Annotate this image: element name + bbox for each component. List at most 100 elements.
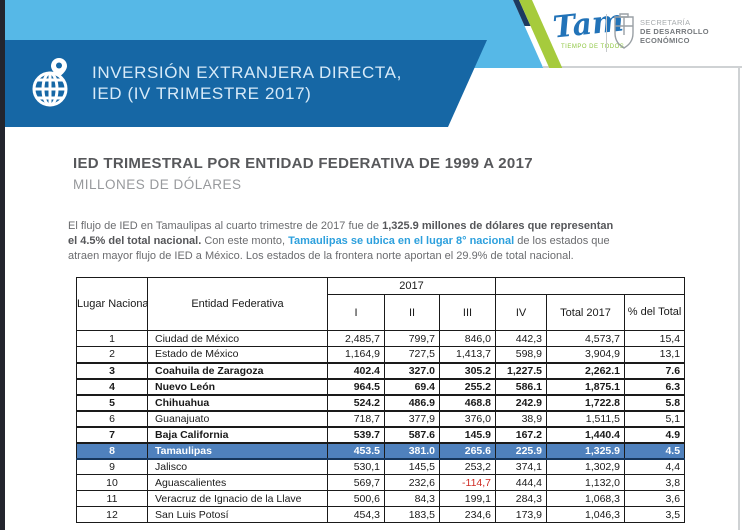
secretaria-label: SECRETARÍA DE DESARROLLO ECONÓMICO	[640, 18, 709, 45]
cell-q1: 500,6	[327, 490, 385, 507]
col-header-q2: II	[384, 294, 440, 331]
cell-q2: 727,5	[384, 346, 440, 363]
cell-pct: 5,1	[624, 410, 686, 427]
cell-lugar: 4	[76, 377, 148, 396]
table-row: 7 Baja California 539.7 587.6 145.9 167.2 1,44…	[76, 425, 686, 444]
cell-entidad: Baja California	[147, 425, 328, 444]
col-header-q4: IV	[495, 294, 548, 331]
title-banner: INVERSIÓN EXTRANJERA DIRECTA, IED (IV TR…	[5, 40, 487, 127]
logo-area: Tam TIEMPO DE TODOS SECRETARÍA DE DESARR…	[545, 3, 735, 60]
banner-title-line2: IED (IV TRIMESTRE 2017)	[92, 84, 312, 103]
cell-q2: 232,6	[384, 474, 440, 491]
cell-total: 1,511,5	[546, 410, 626, 427]
cell-q3: -114,7	[438, 474, 497, 491]
secretaria-line3: ECONÓMICO	[640, 36, 690, 45]
cell-q4: 242.9	[495, 393, 548, 412]
col-header-q1: I	[327, 294, 385, 331]
cell-q1: 964.5	[327, 377, 385, 396]
cell-total: 1,875.1	[546, 377, 626, 396]
cell-q2: 587.6	[384, 425, 440, 444]
cell-pct: 13,1	[624, 346, 686, 363]
cell-entidad: Nuevo León	[147, 377, 328, 396]
cell-lugar: 5	[76, 393, 148, 412]
intro-segment: el 4.5% del total nacional.	[68, 234, 202, 247]
page-subtitle: MILLONES DE DÓLARES	[73, 177, 242, 192]
cell-q4: 38,9	[495, 410, 548, 427]
cell-pct: 3,6	[624, 490, 686, 507]
tam-tagline: TIEMPO DE TODOS	[561, 44, 625, 50]
col-header-pct: % del Total	[624, 294, 686, 331]
banner-title: INVERSIÓN EXTRANJERA DIRECTA, IED (IV TR…	[92, 62, 402, 104]
ied-table: Lugar Nacional Entidad Federativa 2017 I…	[76, 277, 686, 523]
cell-total: 3,904,9	[546, 346, 626, 363]
secretaria-line2: DE DESARROLLO	[640, 27, 709, 36]
cell-q2: 327.0	[384, 361, 440, 380]
cell-lugar: 11	[76, 490, 148, 507]
col-header-blank	[495, 277, 686, 295]
cell-total: 2,262.1	[546, 361, 626, 380]
cell-q1: 569,7	[327, 474, 385, 491]
intro-segment: El flujo de IED en Tamaulipas al cuarto …	[68, 220, 383, 232]
cell-total: 4,573,7	[546, 330, 626, 347]
table-row: 9 Jalisco 530,1 145,5 253,2 374,1 1,302,9 4,4	[76, 458, 686, 475]
col-header-lugar: Lugar Nacional	[76, 277, 148, 331]
cell-entidad: Aguascalientes	[147, 474, 328, 491]
cell-entidad: Ciudad de México	[147, 330, 328, 347]
cell-q4: 598,9	[495, 346, 548, 363]
cell-q4: 586.1	[495, 377, 548, 396]
cell-lugar: 9	[76, 458, 148, 475]
cell-lugar: 1	[76, 330, 148, 347]
cell-q4: 1,227.5	[495, 361, 548, 380]
cell-total: 1,068,3	[546, 490, 626, 507]
cell-q1: 453.5	[327, 441, 385, 460]
cell-q1: 524.2	[327, 393, 385, 412]
cell-pct: 15,4	[624, 330, 686, 347]
col-header-entidad: Entidad Federativa	[147, 277, 328, 331]
cell-total: 1,132,0	[546, 474, 626, 491]
table-row: 4 Nuevo León 964.5 69.4 255.2 586.1 1,875.1 6.3	[76, 377, 686, 396]
cell-q4: 444,4	[495, 474, 548, 491]
coat-of-arms-icon	[614, 13, 634, 49]
cell-lugar: 3	[76, 361, 148, 380]
right-border-line	[738, 66, 740, 530]
cell-q1: 402.4	[327, 361, 385, 380]
cell-pct: 3,8	[624, 474, 686, 491]
cell-pct: 4,4	[624, 458, 686, 475]
cell-pct: 7.6	[624, 361, 686, 380]
logo-divider	[606, 14, 607, 52]
cell-q3: 253,2	[438, 458, 497, 475]
col-header-q3: III	[438, 294, 497, 331]
cell-q3: 145.9	[438, 425, 497, 444]
table-row: 5 Chihuahua 524.2 486.9 468.8 242.9 1,722.8 5.8	[76, 393, 686, 412]
cell-q3: 265.6	[438, 441, 497, 460]
cell-q2: 69.4	[384, 377, 440, 396]
intro-segment: Tamaulipas se ubica en el lugar 8° nacio…	[288, 234, 515, 247]
cell-q4: 167.2	[495, 425, 548, 444]
cell-q2: 799,7	[384, 330, 440, 347]
cell-q3: 846,0	[438, 330, 497, 347]
secretaria-line1: SECRETARÍA	[640, 18, 691, 27]
cell-total: 1,046,3	[546, 506, 626, 523]
cell-q3: 305.2	[438, 361, 497, 380]
table-row: 3 Coahuila de Zaragoza 402.4 327.0 305.2 1,22…	[76, 361, 686, 380]
cell-q3: 376,0	[438, 410, 497, 427]
table-row: 2 Estado de México 1,164,9 727,5 1,413,7 598,…	[76, 346, 686, 363]
cell-q2: 381.0	[384, 441, 440, 460]
col-header-year: 2017	[326, 277, 497, 295]
cell-q1: 718,7	[327, 410, 385, 427]
cell-total: 1,302,9	[546, 458, 626, 475]
cell-entidad: Estado de México	[147, 346, 328, 363]
cell-lugar: 8	[76, 441, 148, 460]
cell-lugar: 6	[76, 410, 148, 427]
table-row: 12 San Luis Potosí 454,3 183,5 234,6 173,9 1,0…	[76, 506, 686, 523]
cell-entidad: Guanajuato	[147, 410, 328, 427]
intro-segment: Con este monto,	[201, 234, 289, 247]
cell-pct: 6.3	[624, 377, 686, 396]
cell-pct: 5.8	[624, 393, 686, 412]
cell-q2: 145,5	[384, 458, 440, 475]
cell-q3: 199,1	[438, 490, 497, 507]
cell-total: 1,440.4	[546, 425, 626, 444]
page-title: IED TRIMESTRAL POR ENTIDAD FEDERATIVA DE…	[73, 155, 533, 172]
cell-lugar: 12	[76, 506, 148, 523]
